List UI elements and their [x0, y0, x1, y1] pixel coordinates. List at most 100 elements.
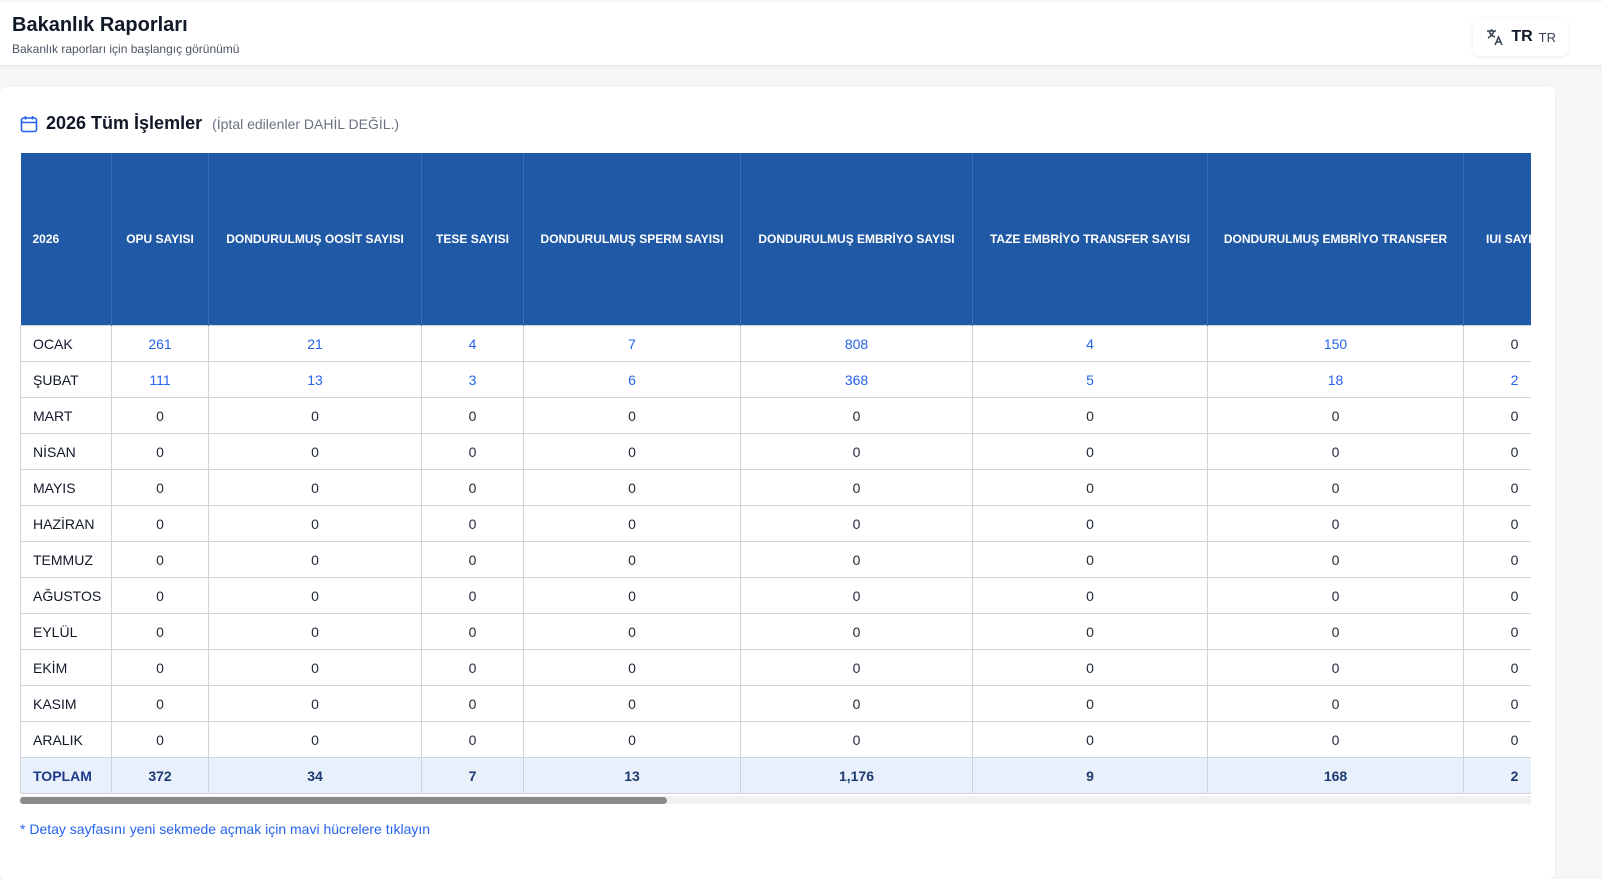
- value-cell: 0: [111, 433, 209, 470]
- table-header: 2026 OPU SAYISI DONDURULMUŞ OOSİT SAYISI TE…: [20, 153, 1531, 326]
- value-cell: 0: [740, 433, 973, 470]
- column-header-year: 2026: [20, 153, 112, 326]
- value-cell: 0: [523, 433, 741, 470]
- total-label: TOPLAM: [20, 757, 112, 794]
- table-row: NİSAN 0 0 0 0 0 0 0 0: [20, 433, 1531, 470]
- column-header: DONDURULMUŞ EMBRİYO SAYISI: [740, 153, 973, 326]
- month-cell: EYLÜL: [20, 613, 112, 650]
- detail-link-cell[interactable]: 7: [523, 325, 741, 362]
- value-cell: 0: [972, 541, 1208, 578]
- card-note: (İptal edilenler DAHİL DEĞİL.): [212, 115, 400, 132]
- month-cell: ARALIK: [20, 721, 112, 758]
- value-cell: 0: [1207, 685, 1464, 722]
- value-cell: 0: [421, 685, 524, 722]
- detail-link-cell[interactable]: 111: [111, 361, 209, 398]
- page-subtitle: Bakanlık raporları için başlangıç görünü…: [12, 42, 240, 56]
- value-cell: 0: [972, 577, 1208, 614]
- value-cell: 0: [208, 505, 422, 542]
- translate-icon: [1485, 27, 1505, 47]
- table-row: ARALIK 0 0 0 0 0 0 0 0: [20, 721, 1531, 758]
- detail-link-cell[interactable]: 368: [740, 361, 973, 398]
- value-cell: 0: [1463, 505, 1531, 542]
- table-row: EKİM 0 0 0 0 0 0 0 0: [20, 649, 1531, 686]
- detail-link-cell[interactable]: 21: [208, 325, 422, 362]
- detail-link-cell[interactable]: 4: [421, 325, 524, 362]
- month-cell: OCAK: [20, 325, 112, 362]
- value-cell: 0: [111, 469, 209, 506]
- value-cell: 0: [208, 613, 422, 650]
- month-cell: AĞUSTOS: [20, 577, 112, 614]
- value-cell: 0: [523, 505, 741, 542]
- detail-link-cell[interactable]: 3: [421, 361, 524, 398]
- value-cell: 0: [1463, 613, 1531, 650]
- value-cell: 0: [523, 613, 741, 650]
- top-bar: Bakanlık Raporları Bakanlık raporları iç…: [0, 2, 1602, 66]
- value-cell: 0: [111, 685, 209, 722]
- total-cell: 168: [1207, 757, 1464, 794]
- language-switcher[interactable]: TR TR: [1473, 18, 1568, 56]
- value-cell: 0: [1463, 397, 1531, 434]
- total-cell: 2: [1463, 757, 1531, 794]
- value-cell: 0: [208, 469, 422, 506]
- value-cell: 0: [523, 577, 741, 614]
- value-cell: 0: [740, 649, 973, 686]
- detail-link-cell[interactable]: 6: [523, 361, 741, 398]
- month-cell: MART: [20, 397, 112, 434]
- total-row: TOPLAM 372 34 7 13 1,176 9 168 2: [20, 757, 1531, 794]
- table-row: MART 0 0 0 0 0 0 0 0: [20, 397, 1531, 434]
- value-cell: 0: [972, 613, 1208, 650]
- detail-link-cell[interactable]: 150: [1207, 325, 1464, 362]
- scrollbar-thumb[interactable]: [20, 797, 667, 804]
- value-cell: 0: [421, 649, 524, 686]
- horizontal-scrollbar[interactable]: [20, 796, 1531, 804]
- value-cell: 0: [208, 577, 422, 614]
- value-cell: 0: [111, 505, 209, 542]
- value-cell: 0: [1207, 577, 1464, 614]
- month-cell: ŞUBAT: [20, 361, 112, 398]
- detail-link-cell[interactable]: 4: [972, 325, 1208, 362]
- footnote: * Detay sayfasını yeni sekmede açmak içi…: [20, 821, 431, 837]
- calendar-icon: [20, 115, 38, 133]
- value-cell: 0: [111, 649, 209, 686]
- value-cell: 0: [111, 613, 209, 650]
- value-cell: 0: [111, 577, 209, 614]
- value-cell: 0: [1463, 469, 1531, 506]
- value-cell: 0: [740, 397, 973, 434]
- detail-link-cell[interactable]: 808: [740, 325, 973, 362]
- report-table-container[interactable]: 2026 OPU SAYISI DONDURULMUŞ OOSİT SAYISI TE…: [20, 153, 1531, 803]
- detail-link-cell[interactable]: 261: [111, 325, 209, 362]
- value-cell: 0: [740, 577, 973, 614]
- value-cell: 0: [972, 469, 1208, 506]
- value-cell: 0: [208, 541, 422, 578]
- value-cell: 0: [740, 541, 973, 578]
- value-cell: 0: [972, 505, 1208, 542]
- language-code: TR: [1511, 28, 1533, 45]
- value-cell: 0: [1207, 649, 1464, 686]
- value-cell: 0: [1463, 433, 1531, 470]
- detail-link-cell[interactable]: 13: [208, 361, 422, 398]
- value-cell: 0: [740, 505, 973, 542]
- detail-link-cell[interactable]: 2: [1463, 361, 1531, 398]
- value-cell: 0: [421, 721, 524, 758]
- column-header: TESE SAYISI: [421, 153, 524, 326]
- month-cell: EKİM: [20, 649, 112, 686]
- column-header: TAZE EMBRİYO TRANSFER SAYISI: [972, 153, 1208, 326]
- column-header: DONDURULMUŞ OOSİT SAYISI: [208, 153, 422, 326]
- value-cell: 0: [740, 721, 973, 758]
- column-header: OPU SAYISI: [111, 153, 209, 326]
- detail-link-cell[interactable]: 5: [972, 361, 1208, 398]
- value-cell: 0: [740, 469, 973, 506]
- card-header: 2026 Tüm İşlemler (İptal edilenler DAHİL…: [20, 113, 399, 134]
- report-card: 2026 Tüm İşlemler (İptal edilenler DAHİL…: [0, 87, 1555, 879]
- value-cell: 0: [1463, 721, 1531, 758]
- table-row: AĞUSTOS 0 0 0 0 0 0 0 0: [20, 577, 1531, 614]
- value-cell: 0: [523, 685, 741, 722]
- value-cell: 0: [740, 685, 973, 722]
- detail-link-cell[interactable]: 18: [1207, 361, 1464, 398]
- table-row: MAYIS 0 0 0 0 0 0 0 0: [20, 469, 1531, 506]
- value-cell: 0: [1207, 505, 1464, 542]
- value-cell: 0: [208, 433, 422, 470]
- table-row: ŞUBAT 111 13 3 6 368 5 18 2: [20, 361, 1531, 398]
- table-row: KASIM 0 0 0 0 0 0 0 0: [20, 685, 1531, 722]
- value-cell: 0: [972, 685, 1208, 722]
